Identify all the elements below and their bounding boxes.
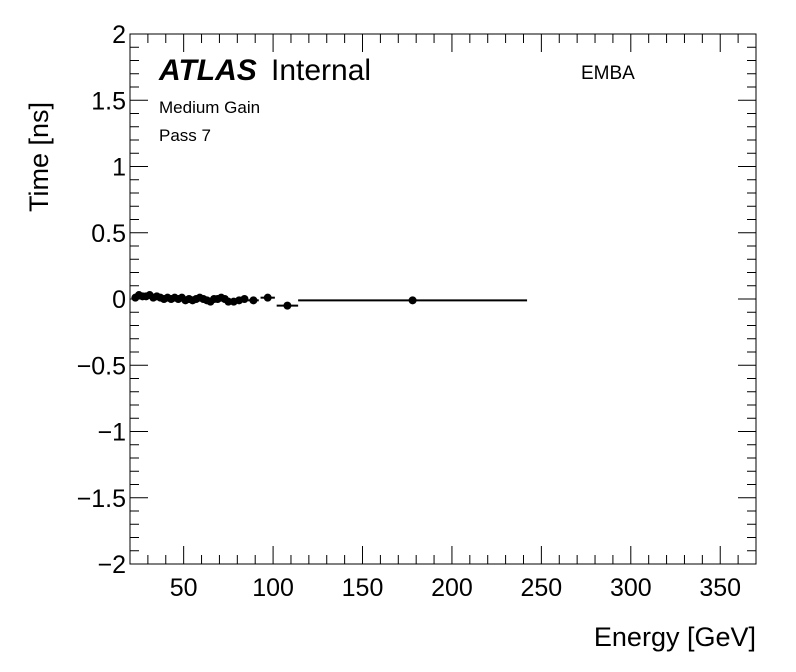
data-point — [249, 296, 258, 305]
y-tick-label: 0.5 — [91, 220, 126, 248]
y-tick-label: −0.5 — [77, 352, 126, 380]
data-point — [283, 301, 292, 310]
y-tick-label: 1 — [112, 154, 126, 182]
gain-label: Medium Gain — [159, 98, 260, 117]
y-tick-label: −1 — [97, 419, 126, 447]
y-tick-label: −2 — [97, 551, 126, 579]
x-tick-label: 250 — [521, 574, 563, 602]
data-point — [408, 296, 417, 305]
atlas-label: ATLAS — [158, 54, 257, 87]
y-tick-label: −1.5 — [77, 485, 126, 513]
y-tick-label: 1.5 — [91, 87, 126, 115]
x-tick-label: 200 — [431, 574, 473, 602]
pass-label: Pass 7 — [159, 126, 211, 145]
x-tick-label: 50 — [170, 574, 198, 602]
y-axis-title: Time [ns] — [24, 102, 54, 212]
region-label: EMBA — [581, 63, 635, 84]
data-point — [240, 295, 249, 303]
x-tick-label: 100 — [252, 574, 294, 602]
y-tick-label: 0 — [112, 286, 126, 314]
y-tick-label: 2 — [112, 21, 126, 49]
x-tick-label: 300 — [610, 574, 652, 602]
x-tick-label: 350 — [699, 574, 741, 602]
x-tick-label: 150 — [342, 574, 384, 602]
x-axis-title: Energy [GeV] — [594, 622, 756, 652]
data-point — [263, 293, 272, 302]
atlas-status-label: Internal — [271, 54, 371, 87]
